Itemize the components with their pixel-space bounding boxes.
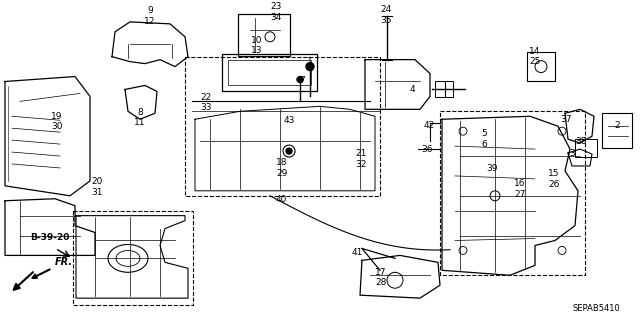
Text: 19
30: 19 30 bbox=[51, 112, 63, 131]
Bar bbox=[185, 57, 380, 196]
Text: 37: 37 bbox=[560, 115, 572, 124]
Text: 2: 2 bbox=[614, 121, 620, 130]
Text: FR.: FR. bbox=[33, 257, 73, 278]
Text: 41: 41 bbox=[351, 248, 363, 257]
Text: 40: 40 bbox=[275, 195, 287, 204]
Circle shape bbox=[306, 63, 314, 70]
Text: 23
34: 23 34 bbox=[270, 2, 282, 22]
Text: 14
25: 14 25 bbox=[529, 47, 541, 66]
Text: 18
29: 18 29 bbox=[276, 158, 288, 178]
Text: 21
32: 21 32 bbox=[355, 149, 367, 169]
Text: 8
11: 8 11 bbox=[134, 108, 146, 127]
Bar bbox=[440, 111, 585, 275]
Bar bbox=[238, 14, 290, 56]
Text: 22
33: 22 33 bbox=[200, 93, 212, 112]
Text: 5
6: 5 6 bbox=[481, 130, 487, 149]
Text: 3: 3 bbox=[569, 149, 575, 158]
Text: 1: 1 bbox=[307, 57, 313, 66]
Circle shape bbox=[286, 148, 292, 154]
Bar bbox=[222, 54, 317, 92]
Text: SEPAB5410: SEPAB5410 bbox=[572, 304, 620, 313]
Text: B-39-20: B-39-20 bbox=[30, 233, 70, 242]
Text: 9
12: 9 12 bbox=[144, 6, 156, 26]
Text: 20
31: 20 31 bbox=[92, 177, 103, 197]
Text: 38: 38 bbox=[575, 137, 587, 145]
Text: 39: 39 bbox=[486, 165, 498, 174]
Text: 17
28: 17 28 bbox=[375, 268, 387, 287]
Bar bbox=[527, 52, 555, 81]
Text: 4: 4 bbox=[409, 85, 415, 94]
Text: 15
26: 15 26 bbox=[548, 169, 560, 189]
Circle shape bbox=[297, 77, 303, 83]
Bar bbox=[228, 60, 311, 85]
Text: 24
35: 24 35 bbox=[380, 5, 392, 25]
Text: 7: 7 bbox=[299, 76, 305, 85]
Bar bbox=[73, 211, 193, 305]
Bar bbox=[602, 113, 632, 148]
Text: 43: 43 bbox=[284, 116, 294, 125]
Text: 16
27: 16 27 bbox=[515, 179, 525, 198]
Bar bbox=[435, 81, 453, 97]
Text: 42: 42 bbox=[424, 121, 435, 130]
Bar bbox=[575, 139, 597, 157]
Text: 10
13: 10 13 bbox=[252, 36, 263, 56]
Text: 36: 36 bbox=[421, 145, 433, 153]
